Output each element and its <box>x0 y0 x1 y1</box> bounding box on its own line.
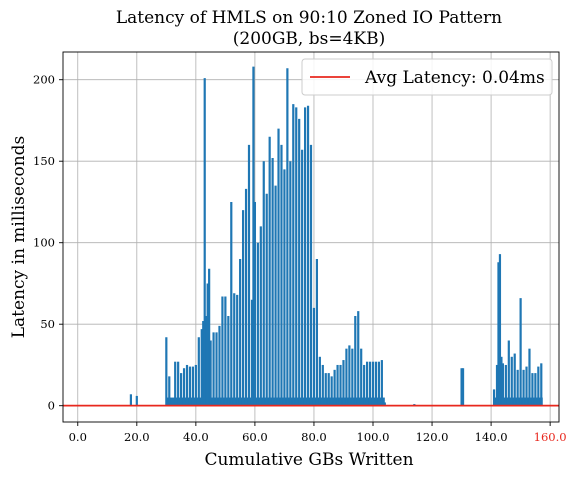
x-tick-label: 40.0 <box>183 430 209 444</box>
x-tick-label: 60.0 <box>242 430 268 444</box>
x-axis-label: Cumulative GBs Written <box>204 450 413 470</box>
plot-frame <box>62 51 560 423</box>
x-tick-label: 120.0 <box>416 430 449 444</box>
legend: Avg Latency: 0.04ms <box>301 58 553 96</box>
plot-area <box>63 66 559 407</box>
x-tick-label: 20.0 <box>124 430 150 444</box>
x-tick-label: 160.0 <box>534 430 567 444</box>
y-tick-label: 50 <box>40 317 55 331</box>
x-tick-label: 140.0 <box>475 430 508 444</box>
legend-entry-avg-latency: Avg Latency: 0.04ms <box>364 68 545 88</box>
axis-ticks: 0.0 20.0 40.0 60.0 80.0 100.0 120.0 140.0 160.0 0… <box>33 73 567 444</box>
x-tick-label: 80.0 <box>301 430 327 444</box>
chart-title: Latency of HMLS on 90:10 Zoned IO Patter… <box>116 8 502 28</box>
y-tick-label: 100 <box>33 236 55 250</box>
chart-subtitle: (200GB, bs=4KB) <box>233 29 385 49</box>
legend-frame <box>301 58 553 96</box>
x-tick-label: 100.0 <box>357 430 390 444</box>
y-tick-label: 200 <box>33 73 55 87</box>
y-axis-label: Latency in milliseconds <box>9 136 29 339</box>
y-tick-label: 0 <box>48 399 55 413</box>
y-tick-label: 150 <box>33 154 55 168</box>
x-tick-label: 0.0 <box>69 430 87 444</box>
